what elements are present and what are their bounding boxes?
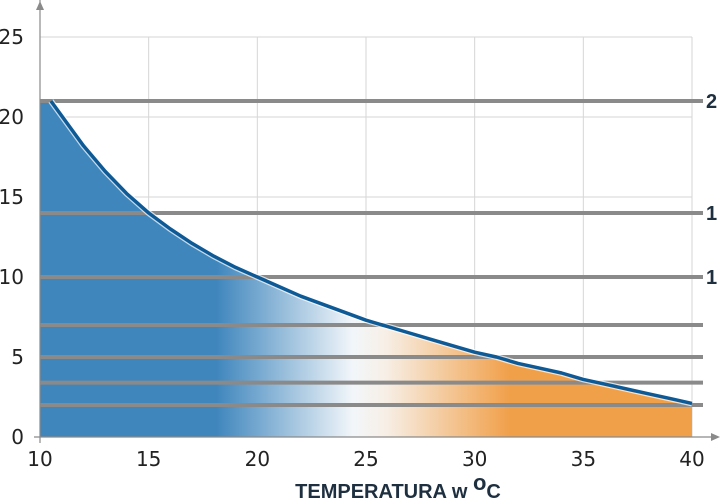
y-tick-label-25: 25 bbox=[0, 25, 24, 49]
x-tick-label-35: 35 bbox=[571, 447, 596, 471]
axes bbox=[34, 0, 720, 443]
horizontal-line-labels: 2 1 1 bbox=[706, 91, 717, 289]
horizontal-lines bbox=[40, 99, 703, 407]
horizontal-line-label-1: 1 bbox=[706, 203, 717, 225]
y-axis-arrow bbox=[36, 1, 44, 10]
area-fill bbox=[40, 101, 692, 437]
horizontal-line-label-0: 2 bbox=[706, 91, 717, 113]
x-axis-label-degree: o bbox=[473, 470, 486, 495]
y-tick-label-10: 10 bbox=[0, 265, 24, 289]
curve-line bbox=[49, 99, 693, 406]
y-tick-label-0: 0 bbox=[11, 425, 24, 449]
x-axis-arrow bbox=[711, 433, 720, 441]
x-tick-labels: 10 15 20 25 30 35 40 bbox=[27, 447, 704, 471]
y-tick-label-5: 5 bbox=[11, 345, 24, 369]
x-tick-label-15: 15 bbox=[136, 447, 161, 471]
y-tick-label-15: 15 bbox=[0, 185, 24, 209]
x-axis-label: TEMPERATURA w oC bbox=[295, 470, 501, 500]
x-tick-label-10: 10 bbox=[27, 447, 52, 471]
horizontal-line-label-2: 1 bbox=[706, 267, 717, 289]
x-axis-label-text: TEMPERATURA w bbox=[295, 481, 473, 500]
x-tick-label-30: 30 bbox=[462, 447, 487, 471]
y-tick-labels: 0 5 10 15 20 25 bbox=[0, 25, 24, 449]
x-tick-label-20: 20 bbox=[245, 447, 270, 471]
y-tick-label-20: 20 bbox=[0, 105, 24, 129]
x-tick-label-25: 25 bbox=[353, 447, 378, 471]
x-tick-label-40: 40 bbox=[679, 447, 704, 471]
x-axis-label-unit: C bbox=[486, 481, 500, 500]
